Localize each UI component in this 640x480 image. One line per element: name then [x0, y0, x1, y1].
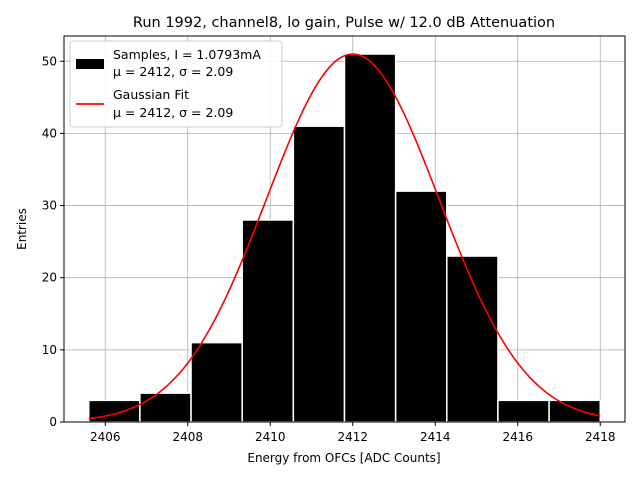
legend-samples-swatch	[76, 59, 104, 69]
y-tick-label: 0	[49, 415, 57, 429]
legend-fit-label: Gaussian Fit	[113, 87, 189, 102]
histogram-bars	[88, 53, 601, 423]
y-axis-label: Entries	[15, 208, 29, 250]
x-tick-label: 2406	[90, 430, 121, 444]
gaussian-fit-curve	[88, 53, 601, 420]
legend-box	[69, 40, 283, 128]
legend-fit-stats: μ = 2412, σ = 2.09	[113, 105, 233, 120]
x-tick-label: 2416	[502, 430, 533, 444]
histogram-bar	[292, 125, 346, 423]
legend-samples-label: Samples, I = 1.0793mA	[113, 47, 261, 62]
histogram-bar	[343, 53, 397, 423]
histogram-bar	[88, 399, 141, 423]
histogram-bar	[548, 399, 601, 423]
y-tick-label: 30	[42, 199, 57, 213]
x-axis-ticks: 2406 2408 2410 2412 2414 2416 2418	[90, 422, 616, 444]
x-tick-label: 2418	[585, 430, 616, 444]
histogram-bar	[241, 219, 295, 423]
x-tick-label: 2414	[420, 430, 451, 444]
histogram-bar	[394, 190, 448, 423]
y-tick-label: 50	[42, 54, 57, 68]
x-axis-label: Energy from OFCs [ADC Counts]	[247, 451, 440, 465]
x-tick-label: 2408	[172, 430, 203, 444]
chart-title: Run 1992, channel8, lo gain, Pulse w/ 12…	[133, 15, 555, 31]
legend-samples-stats: μ = 2412, σ = 2.09	[113, 64, 233, 79]
histogram-bar	[497, 399, 550, 423]
legend: Samples, I = 1.0793mA μ = 2412, σ = 2.09…	[69, 40, 283, 128]
plot-frame	[63, 35, 626, 423]
histogram-bar	[190, 341, 243, 423]
histogram-bar	[139, 392, 192, 423]
x-tick-label: 2410	[255, 430, 286, 444]
y-tick-label: 40	[42, 126, 57, 140]
x-tick-label: 2412	[337, 430, 368, 444]
y-axis-ticks: 0 10 20 30 40 50	[42, 54, 64, 429]
y-tick-label: 20	[42, 271, 57, 285]
y-tick-label: 10	[42, 343, 57, 357]
histogram-bar	[446, 255, 499, 423]
